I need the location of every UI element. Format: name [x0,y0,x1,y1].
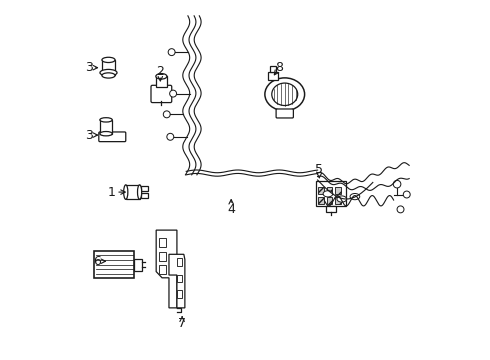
Circle shape [167,133,174,140]
Bar [177,275,182,282]
Ellipse shape [100,131,112,136]
Bar [156,76,167,87]
Bar [159,252,166,261]
Circle shape [163,111,170,118]
Text: 7: 7 [178,317,186,330]
Bar [100,120,112,134]
FancyBboxPatch shape [151,85,171,103]
Bar [269,72,278,80]
Ellipse shape [323,191,333,197]
Text: 5: 5 [315,163,323,176]
Text: 1: 1 [108,186,116,199]
Ellipse shape [102,73,115,78]
Bar [177,290,182,298]
Ellipse shape [265,78,305,111]
Circle shape [403,191,410,198]
Bar [318,197,323,203]
FancyBboxPatch shape [99,132,126,141]
Bar [141,186,148,191]
Ellipse shape [337,196,346,202]
Ellipse shape [102,57,115,63]
Ellipse shape [100,69,117,76]
Circle shape [170,90,176,97]
Bar [141,193,148,198]
Bar [318,187,323,194]
Bar [270,66,275,72]
Text: 3: 3 [85,61,93,74]
Ellipse shape [123,185,128,199]
Ellipse shape [350,193,360,200]
Bar [126,185,140,199]
Bar [326,197,332,203]
Text: 3: 3 [85,129,93,141]
Bar [177,258,182,266]
Ellipse shape [156,73,167,79]
Bar [159,265,166,274]
Ellipse shape [100,118,112,122]
Bar [159,238,166,247]
Ellipse shape [138,185,142,199]
Bar [102,60,115,76]
Text: 8: 8 [275,61,284,74]
Ellipse shape [272,83,298,105]
Bar [95,251,134,279]
Polygon shape [169,254,185,308]
Bar [335,197,341,203]
Bar [335,187,341,194]
Circle shape [393,180,401,188]
Bar [134,258,142,271]
Polygon shape [156,230,177,308]
Bar [325,206,336,212]
Circle shape [168,49,175,55]
Circle shape [397,206,404,213]
Text: 4: 4 [227,203,235,216]
FancyBboxPatch shape [276,109,294,118]
Bar [326,187,332,194]
Text: 6: 6 [93,255,101,268]
Text: 2: 2 [156,65,164,78]
Bar [316,181,346,206]
